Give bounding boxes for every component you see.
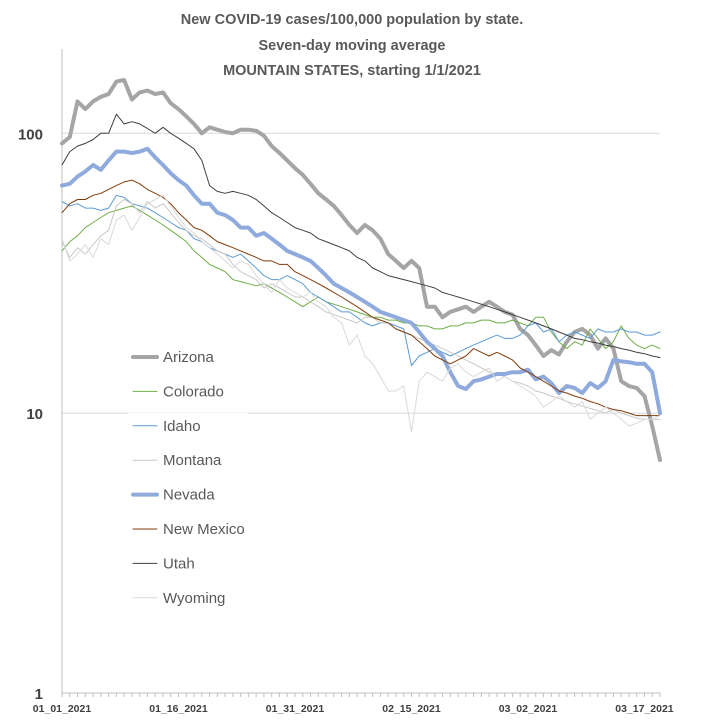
series-line-colorado	[61, 205, 661, 350]
y-tick-label: 100	[18, 126, 43, 143]
legend-label-arizona: Arizona	[163, 349, 215, 366]
x-tick-label: 03_17_2021	[615, 703, 674, 715]
legend-label-montana: Montana	[163, 452, 222, 469]
legend-label-utah: Utah	[163, 555, 195, 572]
x-tick-label: 01_31_2021	[266, 703, 325, 715]
legend-label-new-mexico: New Mexico	[163, 521, 245, 538]
series-line-new-mexico	[61, 179, 661, 417]
x-tick-label: 03_02_2021	[499, 703, 558, 715]
series-line-utah	[61, 113, 661, 358]
legend-label-idaho: Idaho	[163, 418, 201, 435]
legend-label-wyoming: Wyoming	[163, 590, 225, 607]
y-tick-label: 1	[35, 686, 43, 703]
series-lines	[60, 78, 662, 462]
x-tick-label: 01_16_2021	[149, 703, 208, 715]
chart-title-line-2: Seven-day moving average	[259, 38, 446, 54]
legend: Arizona Colorado Idaho Montana Nevada New Mex…	[128, 344, 248, 611]
y-tick-label: 10	[26, 406, 43, 423]
chart-title-line-1: New COVID-19 cases/100,000 population by…	[181, 12, 524, 28]
series-line-wyoming	[61, 194, 661, 432]
x-tick-label: 01_01_2021	[33, 703, 92, 715]
x-tick-label: 02_15_2021	[382, 703, 441, 715]
legend-label-colorado: Colorado	[163, 383, 224, 400]
chart-title: New COVID-19 cases/100,000 population by…	[181, 12, 524, 79]
chart-title-line-3: MOUNTAIN STATES, starting 1/1/2021	[223, 63, 481, 79]
axes: 1 10 100 01_01_2021 01_16_2021 01_31_2021 02_1…	[18, 49, 674, 715]
series-line-montana	[61, 199, 661, 420]
series-line-arizona	[60, 78, 662, 462]
legend-label-nevada: Nevada	[163, 487, 215, 504]
